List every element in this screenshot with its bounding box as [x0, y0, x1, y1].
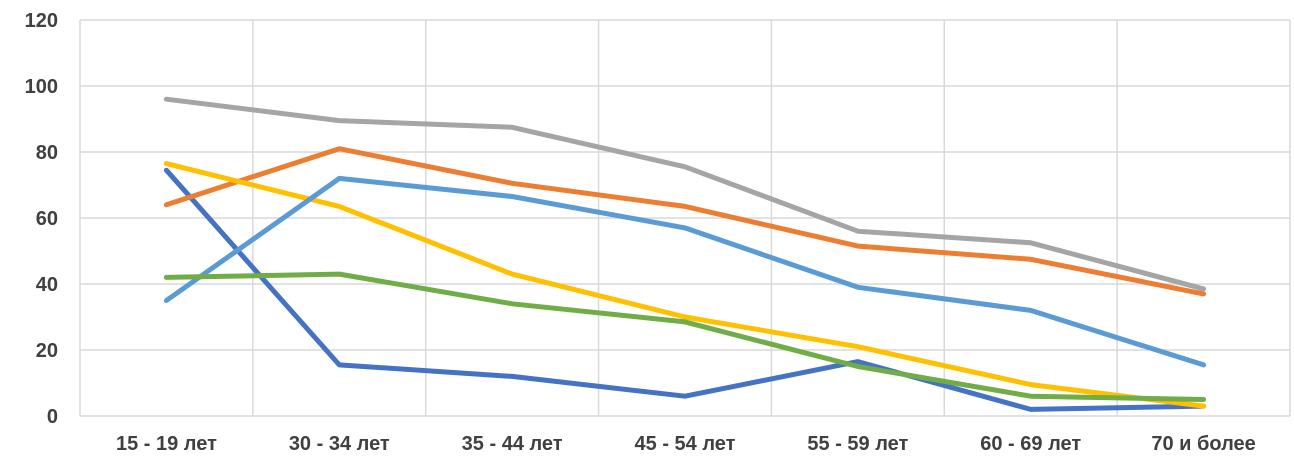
x-axis: 15 - 19 лет 30 - 34 лет 35 - 44 лет 45 - 54… — [116, 433, 1256, 455]
gridlines — [79, 19, 1291, 417]
x-tick-label: 15 - 19 лет — [116, 433, 217, 455]
series-lines — [163, 96, 1207, 412]
x-tick-label: 30 - 34 лет — [289, 433, 390, 455]
x-tick-label: 35 - 44 лет — [462, 433, 563, 455]
y-tick-label: 120 — [25, 10, 58, 32]
series-line-3 — [163, 96, 1207, 292]
series-line-2 — [163, 146, 1207, 297]
x-tick-label: 70 и более — [1151, 433, 1255, 455]
y-tick-label: 40 — [36, 274, 58, 296]
y-tick-label: 100 — [25, 76, 58, 98]
x-tick-label: 55 - 59 лет — [807, 433, 908, 455]
series-line-6 — [163, 271, 1207, 402]
y-axis: 0 20 40 60 80 100 120 — [25, 10, 58, 428]
x-tick-label: 45 - 54 лет — [635, 433, 736, 455]
y-tick-label: 20 — [36, 340, 58, 362]
y-tick-label: 60 — [36, 208, 58, 230]
y-tick-label: 0 — [47, 406, 58, 428]
y-tick-label: 80 — [36, 142, 58, 164]
series-line-4 — [163, 161, 1207, 409]
series-line-1 — [163, 167, 1207, 412]
x-tick-label: 60 - 69 лет — [980, 433, 1081, 455]
series-line-5 — [163, 175, 1207, 368]
